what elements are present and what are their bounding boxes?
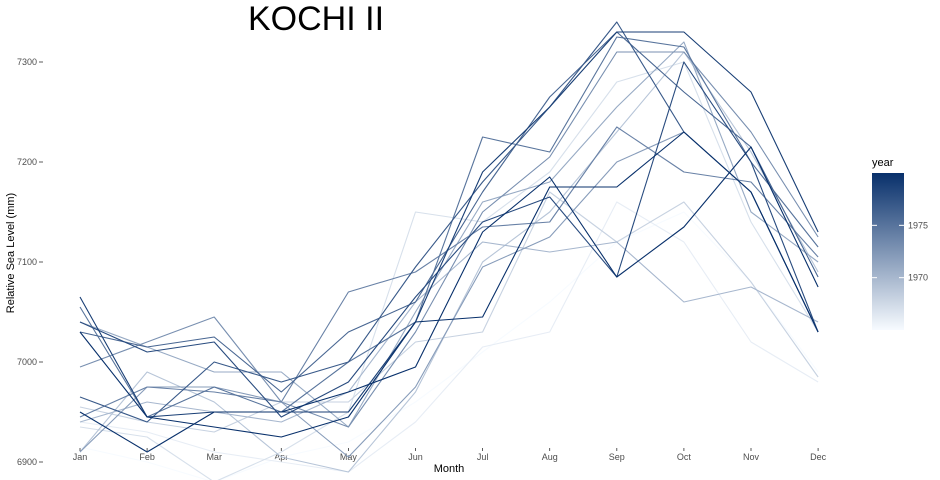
series-line-1977 <box>79 21 819 423</box>
x-tick-label: Feb <box>139 452 155 462</box>
x-tick-label: Mar <box>206 452 222 462</box>
y-axis: 6900 7000 7100 7200 7300 <box>17 57 43 467</box>
series-line-1973 <box>79 51 819 428</box>
series-line-1975 <box>79 36 819 418</box>
y-tick-label: 7200 <box>17 157 37 167</box>
series-lines <box>79 21 819 480</box>
colorbar <box>872 173 904 330</box>
series-line-1970 <box>79 241 819 423</box>
series-line-1965 <box>79 211 819 480</box>
x-axis-title: Month <box>434 463 465 475</box>
x-axis: Jan Feb Mar Apr May Jun Jul Aug Sep Oct Nov Dec <box>73 448 827 462</box>
series-line-1980 <box>79 146 819 453</box>
x-tick-label: Nov <box>743 452 760 462</box>
series-line-1974 <box>79 126 819 418</box>
chart-title: KOCHI II <box>248 0 384 38</box>
colorbar-ticks: 1970 1975 <box>872 220 928 283</box>
x-tick-label: Oct <box>677 452 692 462</box>
x-tick-label: Dec <box>810 452 827 462</box>
colorbar-label: 1970 <box>908 273 928 283</box>
x-tick-label: Jul <box>477 452 489 462</box>
y-tick-label: 7000 <box>17 357 37 367</box>
y-tick-label: 7300 <box>17 57 37 67</box>
legend-title: year <box>872 157 894 169</box>
x-tick-label: Sep <box>609 452 625 462</box>
y-tick-label: 6900 <box>17 457 37 467</box>
y-axis-title: Relative Sea Level (mm) <box>5 193 17 313</box>
x-tick-label: Jan <box>73 452 88 462</box>
colorbar-label: 1975 <box>908 220 928 230</box>
series-line-1978 <box>79 61 819 418</box>
x-tick-label: Aug <box>542 452 558 462</box>
series-line-1979 <box>79 31 819 418</box>
series-line-1971 <box>79 41 819 428</box>
series-line-1966 <box>79 201 819 473</box>
y-tick-label: 7100 <box>17 257 37 267</box>
series-line-1967 <box>79 61 819 480</box>
series-line-1981 <box>79 131 819 438</box>
color-legend: year 1970 1975 <box>872 157 928 330</box>
series-line-1976 <box>79 31 819 393</box>
x-tick-label: Jun <box>408 452 423 462</box>
series-line-1968 <box>79 191 819 433</box>
